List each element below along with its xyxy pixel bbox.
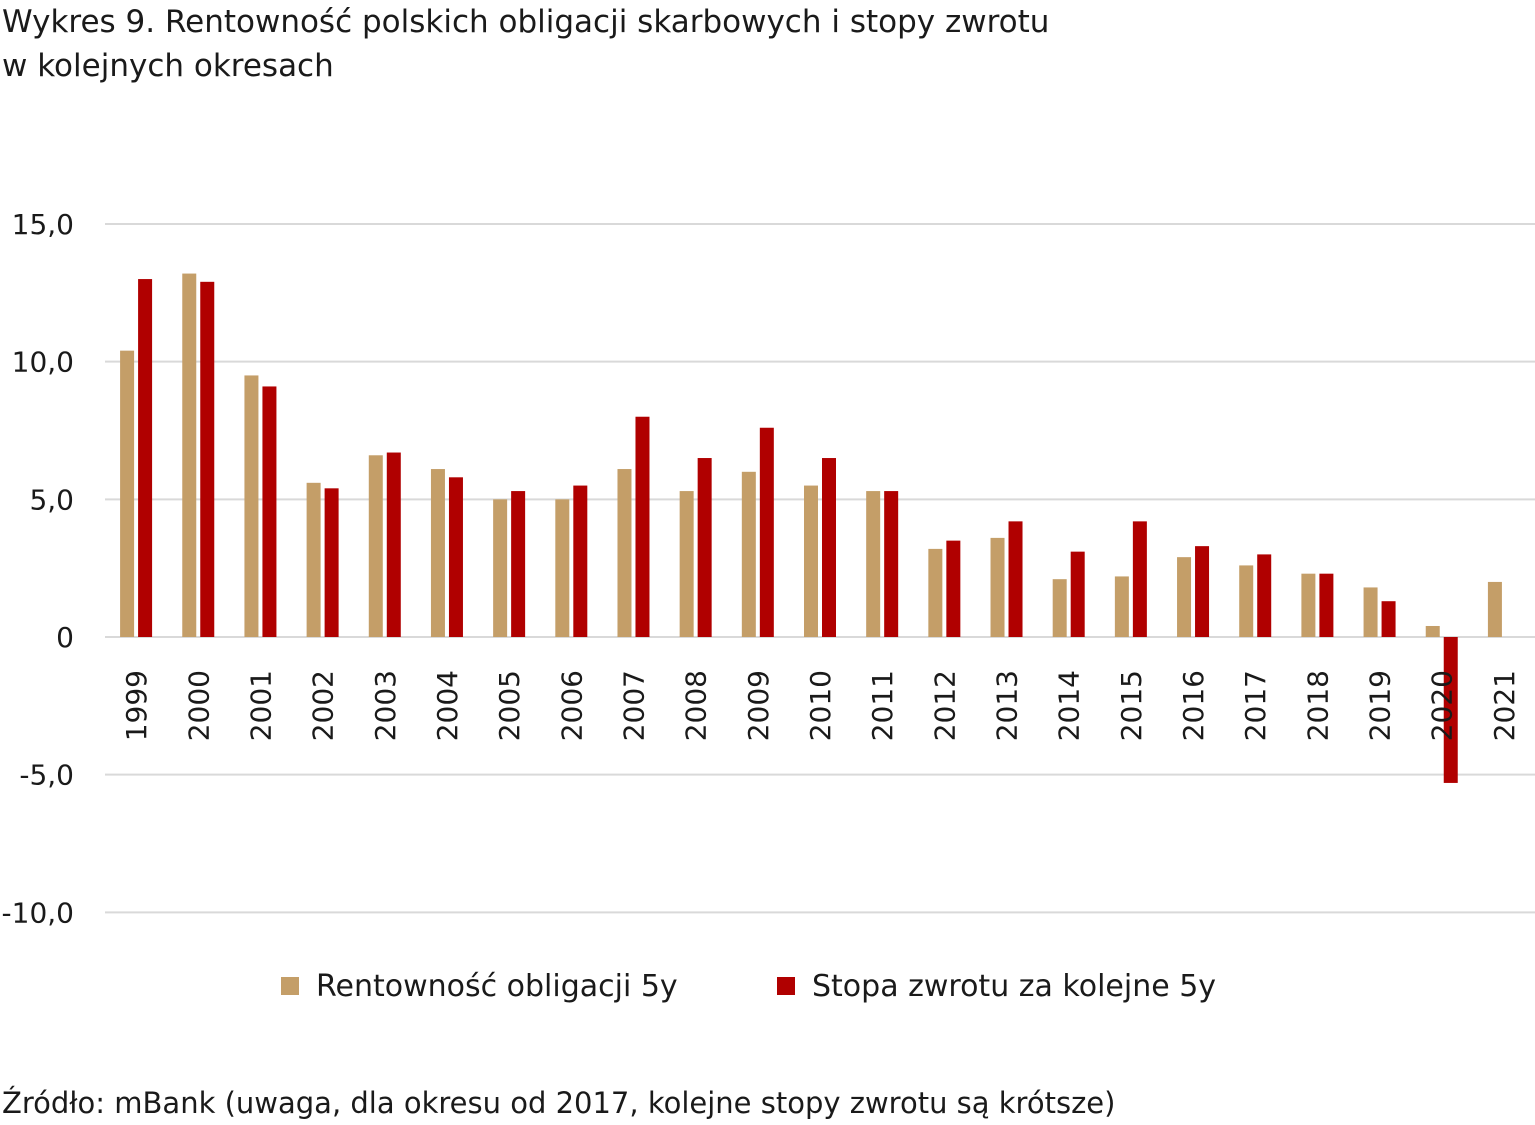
y-tick-label: 10,0 — [12, 346, 74, 379]
y-tick-label: 15,0 — [12, 208, 74, 241]
x-tick-label: 2001 — [244, 670, 277, 741]
x-tick-label: 2010 — [804, 670, 837, 741]
bar-yield-2013 — [990, 537, 1005, 637]
x-tick-label: 2015 — [1115, 670, 1148, 741]
x-tick-label: 2013 — [991, 670, 1024, 741]
source-note: Źródło: mBank (uwaga, dla okresu od 2017… — [2, 1086, 1116, 1120]
x-tick-label: 2006 — [555, 670, 588, 741]
x-tick-label: 2016 — [1177, 670, 1210, 741]
x-tick-label: 2019 — [1364, 670, 1397, 741]
bar-return-2008 — [697, 458, 712, 637]
chart-title: Wykres 9. Rentowność polskich obligacji … — [2, 0, 1049, 88]
bar-return-2001 — [262, 386, 277, 637]
x-tick-label: 1999 — [120, 670, 153, 741]
bar-return-2006 — [573, 485, 588, 637]
title-line-1: Wykres 9. Rentowność polskich obligacji … — [2, 4, 1050, 40]
bar-yield-2010 — [804, 485, 818, 637]
x-tick-label: 2017 — [1239, 670, 1272, 741]
x-tick-label: 2020 — [1426, 670, 1459, 741]
bar-return-2011 — [884, 491, 899, 637]
bar-return-2014 — [1070, 551, 1085, 637]
bar-yield-2000 — [182, 273, 197, 637]
bar-yield-2007 — [617, 469, 632, 637]
bar-yield-2015 — [1114, 576, 1129, 637]
bar-return-2018 — [1319, 573, 1334, 637]
bar-yield-2019 — [1363, 587, 1378, 637]
bar-return-2004 — [448, 477, 463, 637]
x-tick-label: 2003 — [369, 670, 402, 741]
x-tick-label: 2018 — [1301, 670, 1334, 741]
bar-return-2010 — [822, 458, 836, 637]
bar-yield-2004 — [430, 469, 445, 637]
x-tick-label: 2014 — [1053, 670, 1086, 741]
x-tick-label: 2005 — [493, 670, 526, 741]
x-tick-label: 2008 — [680, 670, 713, 741]
bar-return-2012 — [946, 540, 961, 637]
bar-return-2003 — [386, 452, 401, 637]
bar-yield-2017 — [1239, 565, 1254, 637]
bar-yield-2002 — [306, 482, 321, 637]
bar-return-2000 — [200, 281, 215, 637]
x-tick-label: 2012 — [928, 670, 961, 741]
legend-label: Stopa zwrotu za kolejne 5y — [812, 969, 1216, 1004]
y-tick-label: 5,0 — [29, 483, 74, 516]
y-tick-label: -10,0 — [2, 896, 74, 929]
bar-return-2002 — [324, 488, 339, 637]
bar-return-2017 — [1257, 554, 1272, 637]
bar-yield-2016 — [1177, 557, 1192, 637]
bar-yield-2009 — [741, 471, 756, 637]
y-axis-labels: 15,0 10,0 5,0 0 -5,0 -10,0 — [2, 208, 74, 929]
x-tick-label: 2021 — [1488, 670, 1521, 741]
bar-yield-2011 — [866, 491, 881, 637]
bar-yield-2021 — [1487, 581, 1502, 637]
x-tick-label: 2007 — [617, 670, 650, 741]
bar-yield-1999 — [120, 350, 135, 637]
bar-return-2013 — [1008, 521, 1023, 637]
bar-return-2009 — [759, 427, 774, 637]
bar-yield-2005 — [493, 499, 508, 637]
legend: Rentowność obligacji 5y Stopa zwrotu za k… — [281, 969, 1216, 1004]
legend-label: Rentowność obligacji 5y — [316, 969, 678, 1004]
bar-return-2007 — [635, 416, 650, 637]
bar-yield-2006 — [555, 499, 570, 637]
bar-return-1999 — [138, 279, 153, 637]
gridlines — [105, 223, 1535, 914]
x-tick-label: 2009 — [742, 670, 775, 741]
legend-swatch — [777, 977, 795, 995]
legend-swatch — [281, 977, 299, 995]
bar-yield-2012 — [928, 548, 943, 637]
bar-return-2019 — [1381, 601, 1396, 637]
bar-return-2020 — [1443, 637, 1458, 783]
x-tick-label: 2002 — [307, 670, 340, 741]
x-tick-label: 2004 — [431, 670, 464, 741]
x-tick-label: 2000 — [182, 670, 215, 741]
bar-yield-2020 — [1425, 625, 1440, 637]
bar-yield-2001 — [244, 375, 259, 637]
bar-return-2005 — [511, 491, 526, 637]
bar-yield-2003 — [368, 455, 383, 637]
title-line-2: w kolejnych okresach — [2, 48, 334, 84]
y-tick-label: 0 — [56, 621, 74, 654]
bar-return-2015 — [1132, 521, 1147, 637]
x-axis-labels: 1999 2000 2001 2002 2003 2004 2005 2006 2007 2008… — [120, 670, 1521, 741]
bar-yield-2008 — [679, 491, 694, 637]
bars — [120, 273, 1502, 783]
bar-yield-2014 — [1052, 579, 1067, 637]
bar-yield-2018 — [1301, 573, 1316, 637]
y-tick-label: -5,0 — [19, 759, 74, 792]
bar-return-2016 — [1195, 546, 1210, 637]
x-tick-label: 2011 — [866, 670, 899, 741]
